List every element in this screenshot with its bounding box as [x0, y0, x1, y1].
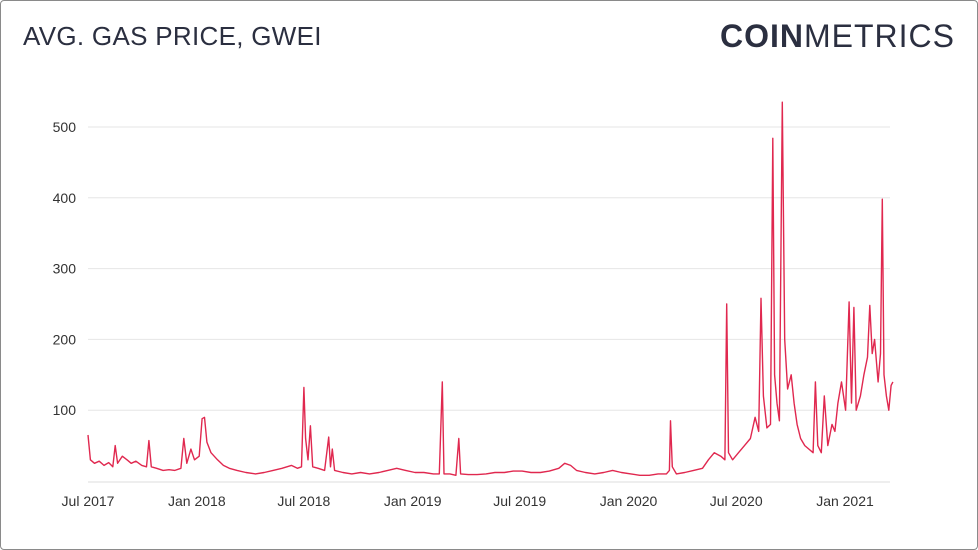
- x-tick-label: Jan 2019: [384, 493, 442, 509]
- chart-title: AVG. GAS PRICE, GWEI: [23, 21, 322, 51]
- series-line: [87, 101, 894, 476]
- y-tick-label: 100: [53, 402, 77, 418]
- x-tick-label: Jul 2017: [62, 493, 115, 509]
- x-tick-label: Jul 2019: [493, 493, 546, 509]
- x-tick-label: Jul 2018: [277, 493, 330, 509]
- coinmetrics-logo: COINMETRICS: [720, 18, 955, 55]
- x-tick-label: Jan 2021: [816, 493, 874, 509]
- y-tick-label: 400: [53, 190, 77, 206]
- logo-light-text: METRICS: [804, 18, 955, 54]
- x-tick-label: Jan 2020: [600, 493, 658, 509]
- y-tick-label: 500: [53, 119, 77, 135]
- logo-bold-text: COIN: [720, 18, 804, 54]
- x-tick-label: Jul 2020: [710, 493, 763, 509]
- y-tick-label: 300: [53, 261, 77, 277]
- y-tick-label: 200: [53, 331, 77, 347]
- x-tick-label: Jan 2018: [168, 493, 226, 509]
